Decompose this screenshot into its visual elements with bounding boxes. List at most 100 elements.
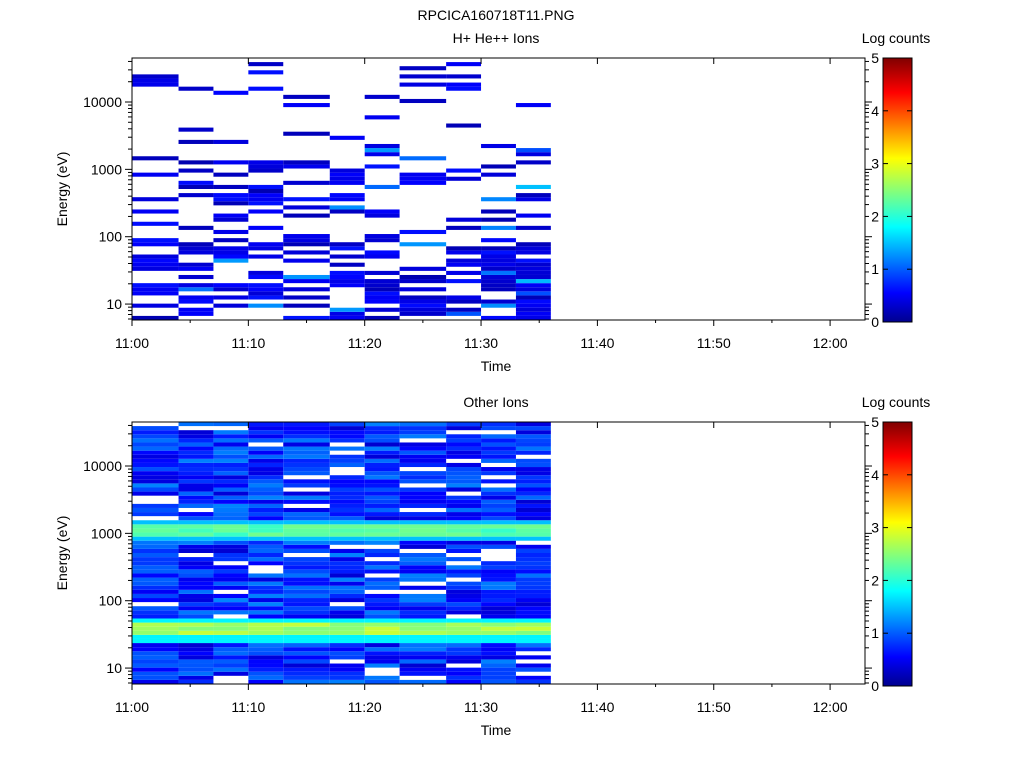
x-tick-label: 11:50 [697,699,731,715]
heatmap-cell [178,512,214,517]
heatmap-cell [446,487,482,492]
heatmap-cell [213,483,249,488]
heatmap-cell [248,544,284,549]
heatmap-cell [178,655,214,660]
plot-frame [131,57,866,321]
heatmap-cell [481,246,516,251]
heatmap-cell [481,458,516,463]
heatmap-cell [446,82,482,87]
heatmap-cell [364,565,400,570]
heatmap-cell [364,512,400,517]
heatmap-cell [248,667,284,672]
heatmap-cell [248,487,284,492]
heatmap-cell [213,491,249,496]
heatmap-cell [399,446,447,451]
x-tick-label: 12:00 [813,699,848,715]
heatmap-cell [364,487,400,492]
heatmap-cell [515,553,551,558]
heatmap-cell [446,123,482,128]
heatmap-cell [399,242,447,247]
heatmap-cell [132,503,179,508]
heatmap-cell [481,454,516,459]
heatmap-cell [399,307,447,312]
heatmap-cell [481,593,516,599]
heatmap-cell [446,168,482,173]
heatmap-cell [481,217,516,222]
heatmap-cell [132,156,179,161]
heatmap-cell [213,544,249,549]
heatmap-cell [364,532,400,537]
heatmap-cell [515,274,551,280]
heatmap-cell [178,139,214,144]
heatmap-cell [213,630,249,635]
heatmap-cell [364,115,400,120]
heatmap-cell [132,532,179,537]
y-tick-label: 1000 [91,161,122,177]
heatmap-cell [329,176,365,181]
heatmap-cell [481,279,516,284]
heatmap-cell [248,434,284,439]
heatmap-cell [481,573,516,578]
heatmap-cell [248,254,284,259]
heatmap-cell [399,679,447,684]
heatmap-cell [132,446,179,451]
heatmap-cell [329,475,365,480]
heatmap-cell [178,475,214,480]
heatmap-cell [132,283,179,288]
heatmap-cell [213,524,249,529]
heatmap-cell [399,638,447,644]
heatmap-cell [515,467,551,472]
heatmap-cell [446,74,482,79]
heatmap-cell [178,593,214,599]
heatmap-cell [329,565,365,570]
heatmap-cell [248,503,284,508]
heatmap-cell [329,618,365,623]
heatmap-cell [283,462,330,468]
panel-title: Other Ions [463,394,528,410]
heatmap-cell [364,454,400,459]
heatmap-cell [132,638,179,644]
heatmap-cell [399,479,447,484]
heatmap-cell [329,172,365,177]
x-tick-label: 11:00 [115,699,149,715]
heatmap-cell [178,675,214,680]
heatmap-cell [329,197,365,202]
heatmap-cell [481,238,516,243]
heatmap-cell [178,483,214,488]
heatmap-cell [178,524,214,529]
heatmap-cell [399,553,447,558]
heatmap-cell [515,434,551,439]
heatmap-cell [481,446,516,451]
heatmap-cell [481,422,516,427]
heatmap-cell [399,454,447,459]
heatmap-cell [446,471,482,476]
heatmap-cell [515,458,551,463]
heatmap-cell [481,630,516,635]
colorbar-tick-label: 0 [871,314,879,330]
heatmap-cell [329,643,365,648]
heatmap-cell [248,471,284,476]
heatmap-cell [515,663,551,668]
heatmap-cell [329,675,365,680]
heatmap-cell [515,299,551,304]
heatmap-cell [446,450,482,455]
heatmap-cell [283,131,330,136]
heatmap-cell [329,458,365,463]
heatmap-cell [364,548,400,553]
heatmap-cell [248,495,284,500]
heatmap-cell [399,618,447,623]
heatmap-cell [446,475,482,480]
heatmap-cell [364,675,400,680]
heatmap-cell [213,593,249,599]
heatmap-cell [132,520,179,525]
heatmap-cell [283,610,330,615]
heatmap-cell [399,180,447,185]
heatmap-cell [132,663,179,668]
heatmap-cell [481,679,516,684]
heatmap-cell [248,507,284,513]
heatmap-cell [515,303,551,308]
heatmap-cell [329,630,365,635]
heatmap-cell [178,679,214,684]
heatmap-cell [481,315,516,320]
heatmap-cell [213,532,249,537]
